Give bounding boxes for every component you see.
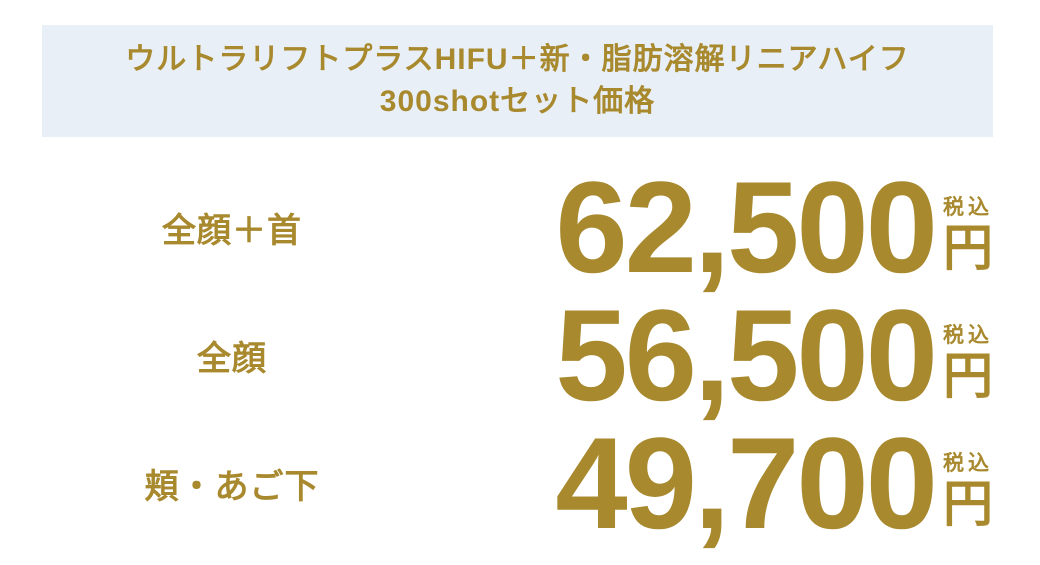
price-rows: 全顔＋首 62,500 税込 円 全顔 56,500 税込 円 頬・あご下	[42, 162, 994, 548]
price-unit-group: 税込 円	[943, 197, 993, 273]
tax-included-note: 税込	[943, 324, 993, 347]
yen-unit: 円	[943, 476, 993, 532]
price-amount: 62,500	[555, 154, 938, 300]
header-banner: ウルトラリフトプラスHIFU＋新・脂肪溶解リニアハイフ 300shotセット価格	[42, 25, 993, 137]
header-title-line1: ウルトラリフトプラスHIFU＋新・脂肪溶解リニアハイフ	[125, 43, 910, 76]
price-amount: 49,700	[555, 410, 938, 556]
treatment-area-label: 全顔	[197, 339, 267, 378]
price-unit-group: 税込 円	[943, 453, 993, 529]
price-amount: 56,500	[555, 282, 938, 428]
header-title-line2: 300shotセット価格	[379, 85, 656, 118]
tax-included-note: 税込	[943, 452, 993, 475]
tax-included-note: 税込	[943, 196, 993, 219]
price-value: 56,500 税込 円	[422, 290, 993, 420]
treatment-area-label: 全顔＋首	[162, 211, 302, 250]
yen-unit: 円	[943, 348, 993, 404]
price-row-full-face: 全顔 56,500 税込 円	[42, 290, 993, 420]
treatment-area-label: 頬・あご下	[144, 467, 320, 506]
yen-unit: 円	[943, 220, 993, 276]
price-value: 49,700 税込 円	[422, 418, 993, 548]
price-row-full-face-neck: 全顔＋首 62,500 税込 円	[42, 162, 993, 292]
price-value: 62,500 税込 円	[422, 162, 993, 292]
price-row-cheek-under-chin: 頬・あご下 49,700 税込 円	[42, 418, 994, 548]
price-unit-group: 税込 円	[943, 325, 993, 401]
